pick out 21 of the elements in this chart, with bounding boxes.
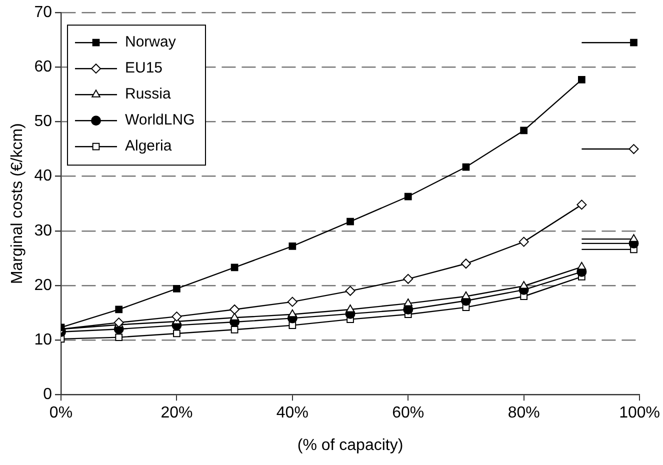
y-tick-label: 60 bbox=[34, 58, 52, 76]
x-tick-label: 0% bbox=[49, 404, 73, 422]
legend-label: Russia bbox=[124, 86, 172, 103]
y-tick-label: 50 bbox=[34, 113, 52, 130]
y-tick-label: 0 bbox=[43, 386, 52, 404]
y-tick-label: 70 bbox=[34, 4, 52, 22]
y-axis-title: Marginal costs (€/kcm) bbox=[9, 123, 26, 284]
x-tick-label: 100% bbox=[619, 404, 660, 422]
y-tick-label: 40 bbox=[34, 168, 52, 185]
y-tick-label: 30 bbox=[34, 222, 52, 240]
y-tick-label: 10 bbox=[34, 331, 52, 348]
x-tick-label: 40% bbox=[276, 404, 308, 422]
x-tick-label: 20% bbox=[160, 404, 193, 422]
legend-label: Norway bbox=[124, 34, 176, 51]
x-axis-title: (% of capacity) bbox=[297, 436, 404, 454]
x-tick-label: 60% bbox=[392, 404, 424, 422]
y-tick-label: 20 bbox=[34, 276, 52, 294]
legend-label: EU15 bbox=[124, 60, 163, 77]
x-tick-label: 80% bbox=[508, 404, 540, 422]
legend-label: Algeria bbox=[124, 138, 172, 155]
legend-label: WorldLNG bbox=[124, 112, 195, 129]
